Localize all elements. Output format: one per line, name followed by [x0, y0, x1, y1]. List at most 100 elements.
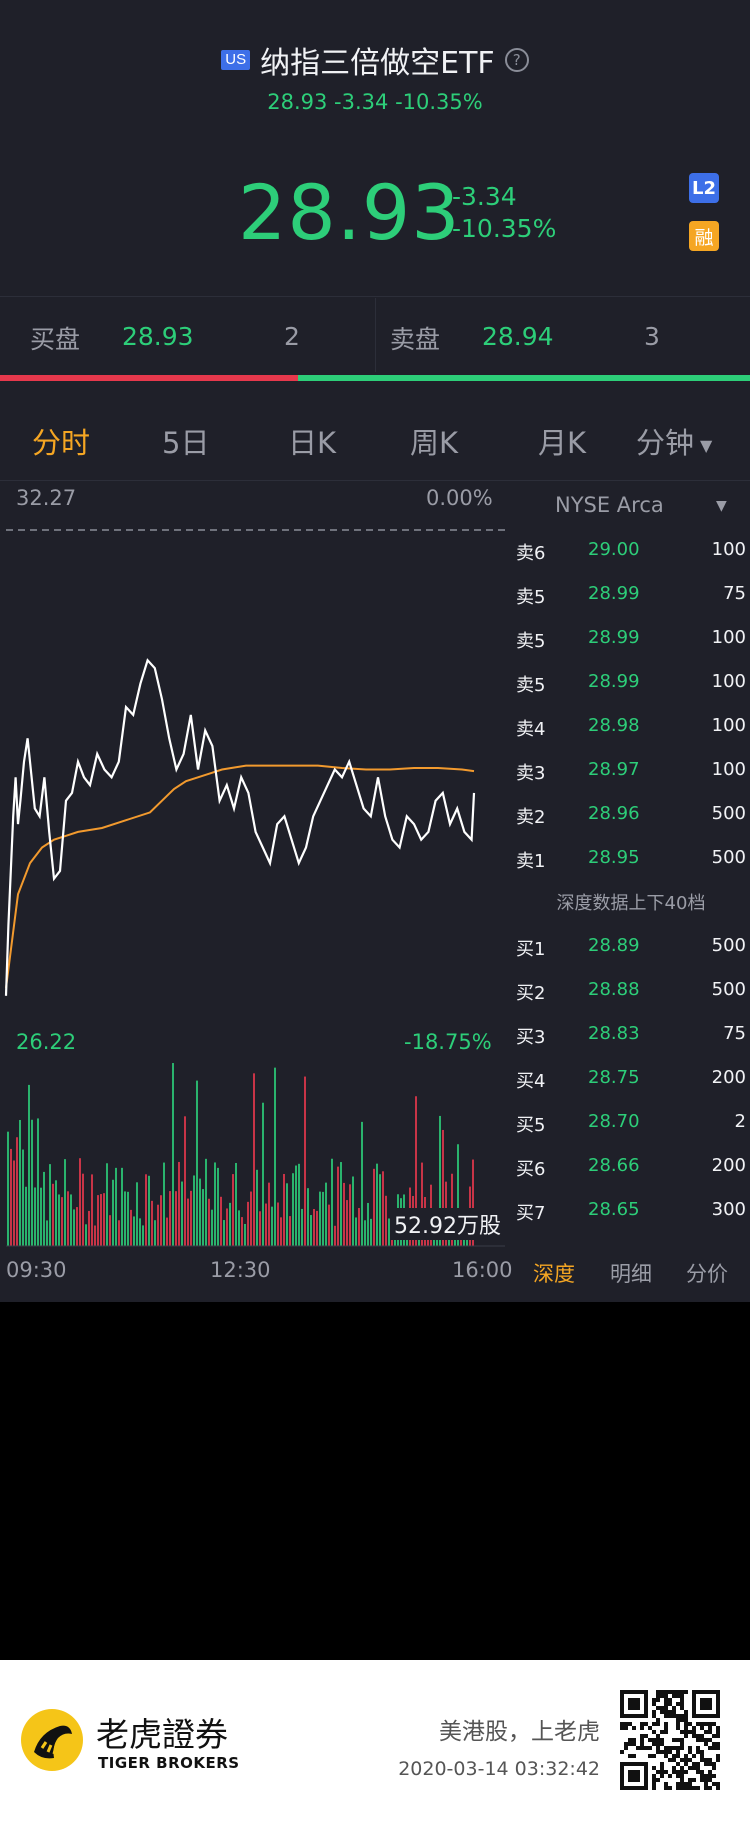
ask-strength-bar [298, 375, 750, 381]
ask-row[interactable]: 卖1 28.95 500 [516, 847, 746, 887]
ask-row[interactable]: 卖6 29.00 100 [516, 539, 746, 579]
volume-bar [85, 1224, 87, 1246]
ask-level-label: 卖5 [516, 675, 546, 696]
margin-badge[interactable]: 融 [689, 221, 719, 251]
tiger-logo-icon [21, 1709, 83, 1771]
volume-bar [211, 1209, 213, 1246]
volume-bar [298, 1163, 300, 1246]
tab-intraday[interactable]: 分时 [32, 426, 91, 460]
ask-level-price: 28.99 [588, 671, 640, 692]
volume-bar [367, 1202, 369, 1246]
exchange-selector[interactable]: NYSE Arca [555, 493, 664, 517]
bid-row[interactable]: 买3 28.83 75 [516, 1023, 746, 1063]
page-title: 纳指三倍做空ETF [260, 46, 495, 81]
volume-bar [28, 1084, 30, 1246]
volume-bar [169, 1191, 171, 1246]
bid-row[interactable]: 买1 28.89 500 [516, 935, 746, 975]
volume-bar [328, 1204, 330, 1246]
volume-bar [280, 1217, 282, 1246]
bid-row[interactable]: 买6 28.66 200 [516, 1155, 746, 1195]
bid-row[interactable]: 买5 28.70 2 [516, 1111, 746, 1151]
volume-bar [442, 1129, 444, 1246]
bid-row[interactable]: 买4 28.75 200 [516, 1067, 746, 1107]
volume-bar [79, 1158, 81, 1246]
bid-strength-bar [0, 375, 298, 381]
brand-name-cn: 老虎證券 [96, 1715, 228, 1754]
ask-row[interactable]: 卖4 28.98 100 [516, 715, 746, 755]
volume-bar [124, 1191, 126, 1246]
volume-bar [19, 1119, 21, 1246]
time-mid: 12:30 [210, 1258, 271, 1282]
volume-bar [160, 1195, 162, 1246]
volume-bar [277, 1202, 279, 1246]
bid-level-qty: 200 [711, 1067, 746, 1088]
volume-bar [109, 1215, 111, 1246]
volume-bar [145, 1174, 147, 1246]
tab-daily-k[interactable]: 日K [288, 426, 337, 460]
tab-monthly-k[interactable]: 月K [538, 426, 587, 460]
volume-bar [163, 1162, 165, 1246]
caret-down-icon[interactable]: ▼ [716, 498, 727, 514]
volume-bar [370, 1218, 372, 1246]
bid-label: 买盘 [30, 325, 81, 354]
slogan: 美港股，上老虎 [439, 1719, 600, 1745]
bid-level-qty: 2 [734, 1111, 746, 1132]
tab-depth[interactable]: 深度 [533, 1262, 575, 1286]
volume-bar [382, 1171, 384, 1246]
bid-row[interactable]: 买7 28.65 300 [516, 1199, 746, 1239]
ask-label: 卖盘 [390, 325, 441, 354]
volume-bar [100, 1194, 102, 1246]
brand-name-en: TIGER BROKERS [98, 1754, 240, 1772]
tab-minute[interactable]: 分钟 ▼ [636, 420, 712, 462]
caret-down-icon: ▼ [700, 435, 713, 455]
ask-level-price: 28.97 [588, 759, 640, 780]
volume-bar [106, 1163, 108, 1246]
volume-bars [7, 1063, 474, 1246]
volume-bar [358, 1208, 360, 1246]
bid-row[interactable]: 买2 28.88 500 [516, 979, 746, 1019]
question-circle-icon[interactable]: ? [504, 48, 529, 72]
volume-bar [349, 1184, 351, 1246]
bid-level-price: 28.75 [588, 1067, 640, 1088]
divider [375, 298, 376, 372]
volume-bar [22, 1149, 24, 1246]
ask-row[interactable]: 卖5 28.99 100 [516, 671, 746, 711]
volume-label: 52.92万股 [390, 1208, 505, 1240]
tab-price-volume[interactable]: 分价 [686, 1262, 728, 1286]
volume-bar [301, 1208, 303, 1246]
volume-bar [115, 1167, 117, 1246]
volume-bar [283, 1173, 285, 1246]
volume-bar [379, 1174, 381, 1246]
volume-bar [265, 1203, 267, 1246]
level2-badge[interactable]: L2 [689, 173, 719, 203]
bid-level-label: 买4 [516, 1071, 546, 1092]
ask-level-qty: 500 [711, 803, 746, 824]
volume-bar [88, 1210, 90, 1246]
tab-5day[interactable]: 5日 [162, 426, 210, 460]
volume-bar [244, 1223, 246, 1246]
volume-bar [346, 1200, 348, 1246]
volume-bar [31, 1119, 33, 1246]
volume-bar [157, 1204, 159, 1246]
volume-bar [142, 1225, 144, 1246]
ask-row[interactable]: 卖5 28.99 100 [516, 627, 746, 667]
volume-bar [187, 1198, 189, 1246]
volume-bar [373, 1168, 375, 1246]
last-price: 28.93 [238, 168, 461, 257]
ask-qty: 3 [644, 322, 660, 351]
ask-row[interactable]: 卖2 28.96 500 [516, 803, 746, 843]
ask-price: 28.94 [482, 322, 554, 351]
ask-level-qty: 100 [711, 671, 746, 692]
bid-price: 28.93 [122, 322, 194, 351]
volume-bar [13, 1160, 15, 1246]
tab-trades[interactable]: 明细 [610, 1262, 652, 1286]
volume-bar [202, 1189, 204, 1246]
volume-bar [289, 1216, 291, 1246]
ask-row[interactable]: 卖3 28.97 100 [516, 759, 746, 799]
ask-row[interactable]: 卖5 28.99 75 [516, 583, 746, 623]
volume-bar [10, 1148, 12, 1246]
volume-bar [313, 1209, 315, 1246]
tab-weekly-k[interactable]: 周K [410, 426, 459, 460]
ask-level-price: 28.99 [588, 627, 640, 648]
intraday-chart[interactable] [0, 482, 510, 1262]
